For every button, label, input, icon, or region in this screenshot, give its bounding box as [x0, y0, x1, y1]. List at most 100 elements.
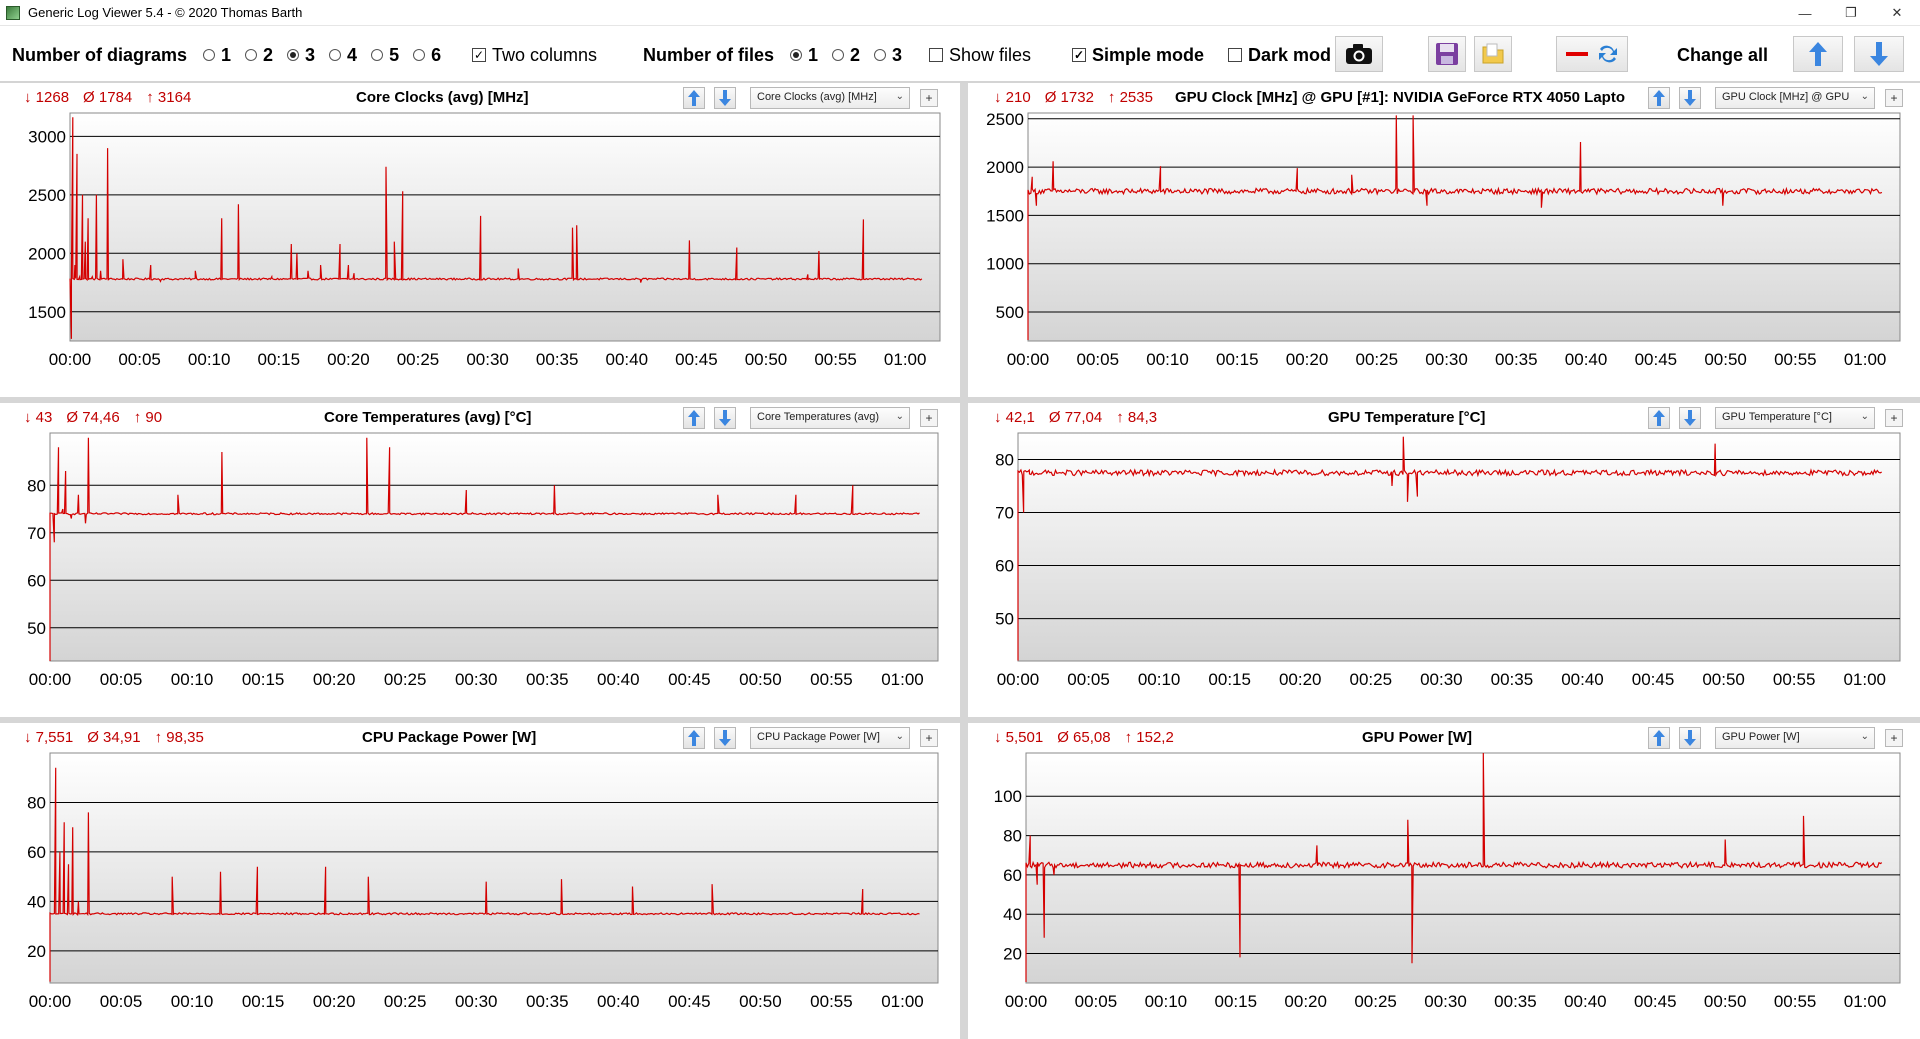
two-columns-checkbox[interactable]: ✓ Two columns — [472, 44, 598, 65]
simple-mode-checkbox[interactable]: ✓ Simple mode — [1072, 44, 1205, 65]
arrow-down-icon — [1684, 730, 1696, 746]
series-up-button[interactable] — [683, 727, 705, 749]
x-tick-label: 00:40 — [597, 992, 640, 1011]
add-series-button[interactable]: + — [920, 89, 938, 107]
stat-avg: Ø 34,91 — [87, 729, 141, 746]
panel-header: ↓ 43 Ø 74,46 ↑ 90 Core Temperatures (avg) [… — [0, 403, 960, 433]
x-tick-label: 00:30 — [455, 992, 498, 1011]
screenshot-button[interactable] — [1335, 36, 1383, 72]
folder-icon — [1482, 43, 1504, 64]
x-tick-label: 00:05 — [1076, 350, 1119, 369]
x-tick-label: 01:00 — [1844, 992, 1887, 1011]
series-select-value: Core Temperatures (avg) — [757, 411, 880, 423]
plot-area — [1025, 752, 1901, 984]
series-down-button[interactable] — [1679, 87, 1701, 109]
panel-header: ↓ 5,501 Ø 65,08 ↑ 152,2 GPU Power [W] GPU Po… — [968, 723, 1920, 753]
panel-stats: ↓ 7,551 Ø 34,91 ↑ 98,35 — [24, 729, 218, 746]
x-tick-label: 00:30 — [1424, 992, 1467, 1011]
y-tick-label: 1500 — [986, 206, 1024, 225]
series-up-button[interactable] — [683, 407, 705, 429]
series-select-value: GPU Clock [MHz] @ GPU — [1722, 91, 1850, 103]
x-tick-label: 00:30 — [466, 350, 509, 369]
stat-min: ↓ 5,501 — [994, 729, 1044, 746]
x-tick-label: 00:25 — [1350, 670, 1393, 689]
series-down-button[interactable] — [1679, 727, 1701, 749]
arrow-down-icon — [1684, 90, 1696, 106]
arrow-up-icon — [1653, 90, 1665, 106]
y-tick-label: 100 — [994, 787, 1022, 806]
series-select[interactable]: Core Temperatures (avg) ⌄ — [750, 407, 910, 429]
series-down-button[interactable] — [714, 727, 736, 749]
y-tick-label: 50 — [995, 610, 1014, 629]
series-select[interactable]: CPU Package Power [W] ⌄ — [750, 727, 910, 749]
x-tick-label: 00:05 — [1067, 670, 1110, 689]
x-tick-label: 00:55 — [1774, 350, 1817, 369]
dark-mode-checkbox[interactable]: Dark mod — [1228, 27, 1331, 83]
change-all-down-button[interactable] — [1854, 36, 1904, 72]
chevron-down-icon: ⌄ — [895, 411, 904, 422]
maximize-button[interactable]: ❐ — [1845, 5, 1857, 20]
series-up-button[interactable] — [1648, 407, 1670, 429]
x-tick-label: 00:10 — [188, 350, 231, 369]
arrow-down-icon — [719, 730, 731, 746]
stat-avg: Ø 65,08 — [1057, 729, 1111, 746]
diagram-radio-4[interactable]: 4 — [329, 45, 357, 66]
diagram-radio-6[interactable]: 6 — [413, 45, 441, 66]
minimize-button[interactable]: — — [1798, 5, 1812, 21]
x-tick-label: 00:45 — [675, 350, 718, 369]
change-all-up-button[interactable] — [1793, 36, 1843, 72]
arrow-up-icon — [1653, 730, 1665, 746]
x-tick-label: 00:30 — [1420, 670, 1463, 689]
y-tick-label: 2500 — [28, 186, 66, 205]
x-tick-label: 00:20 — [1284, 992, 1327, 1011]
file-radio-1[interactable]: 1 — [790, 45, 818, 66]
x-tick-label: 00:55 — [1774, 992, 1817, 1011]
stat-min: ↓ 43 — [24, 409, 53, 426]
series-select[interactable]: GPU Power [W] ⌄ — [1715, 727, 1875, 749]
show-files-checkbox[interactable]: Show files — [929, 27, 1031, 83]
add-series-button[interactable]: + — [1885, 89, 1903, 107]
series-select[interactable]: GPU Clock [MHz] @ GPU ⌄ — [1715, 87, 1875, 109]
row-separator-1 — [0, 397, 1920, 403]
plot-area — [1027, 112, 1901, 342]
series-select[interactable]: Core Clocks (avg) [MHz] ⌄ — [750, 87, 910, 109]
x-tick-label: 00:25 — [1354, 992, 1397, 1011]
series-down-button[interactable] — [1679, 407, 1701, 429]
swap-button[interactable] — [1556, 36, 1628, 72]
series-down-button[interactable] — [714, 87, 736, 109]
add-series-button[interactable]: + — [920, 409, 938, 427]
close-button[interactable]: ✕ — [1891, 5, 1903, 20]
x-tick-label: 00:10 — [171, 992, 214, 1011]
stat-avg: Ø 1784 — [83, 89, 133, 106]
add-series-button[interactable]: + — [1885, 409, 1903, 427]
series-up-button[interactable] — [1648, 87, 1670, 109]
diagram-radio-3[interactable]: 3 — [287, 45, 315, 66]
stat-avg: Ø 77,04 — [1048, 409, 1103, 426]
x-tick-label: 00:45 — [1634, 992, 1677, 1011]
panel-stats: ↓ 5,501 Ø 65,08 ↑ 152,2 — [994, 729, 1188, 746]
add-series-button[interactable]: + — [1885, 729, 1903, 747]
file-radio-2[interactable]: 2 — [832, 45, 860, 66]
series-select[interactable]: GPU Temperature [°C] ⌄ — [1715, 407, 1875, 429]
plot-area — [49, 752, 939, 984]
y-tick-label: 60 — [27, 843, 46, 862]
y-tick-label: 1000 — [986, 255, 1024, 274]
y-tick-label: 2500 — [986, 110, 1024, 129]
diagram-radio-2[interactable]: 2 — [245, 45, 273, 66]
panel-title: Core Temperatures (avg) [°C] — [324, 409, 532, 426]
save-button[interactable] — [1428, 36, 1466, 72]
series-up-button[interactable] — [1648, 727, 1670, 749]
diagram-radio-5[interactable]: 5 — [371, 45, 399, 66]
file-radio-3[interactable]: 3 — [874, 45, 902, 66]
series-up-button[interactable] — [683, 87, 705, 109]
add-series-button[interactable]: + — [920, 729, 938, 747]
panel-header: ↓ 1268 Ø 1784 ↑ 3164 Core Clocks (avg) [MHz… — [0, 83, 960, 113]
y-tick-label: 70 — [995, 504, 1014, 523]
line-chart: 50 60 70 80 00:00 00:05 00:10 00:15 00:20 00:25 00… — [995, 432, 1901, 689]
series-down-button[interactable] — [714, 407, 736, 429]
stat-min: ↓ 42,1 — [994, 409, 1035, 426]
x-tick-label: 00:10 — [171, 670, 214, 689]
panel-title: GPU Temperature [°C] — [1328, 409, 1486, 426]
open-folder-button[interactable] — [1474, 36, 1512, 72]
diagram-radio-1[interactable]: 1 — [203, 45, 231, 66]
